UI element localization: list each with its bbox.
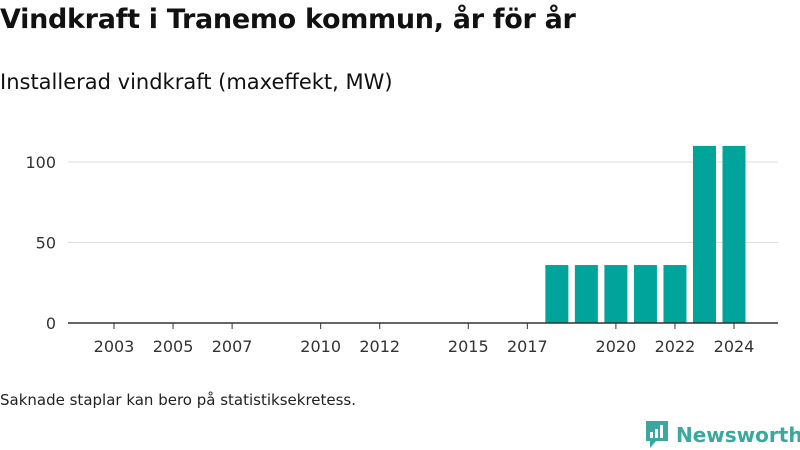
x-tick-label: 2015 [448,337,489,356]
bar-2018 [545,265,569,323]
x-tick-label: 2017 [507,337,548,356]
x-tick-label: 2007 [212,337,253,356]
bar-chart: 0 50 100 2003 2005 2007 2010 2012 2015 2017 2020 20… [25,145,778,356]
x-tick-label: 2012 [359,337,400,356]
x-tick-label: 2003 [94,337,135,356]
bar-2020 [604,265,628,323]
brand-name: Newsworthy [676,423,800,447]
chart-subtitle: Installerad vindkraft (maxeffekt, MW) [0,70,393,94]
bar-2022 [663,265,687,323]
x-tick-label: 2022 [655,337,696,356]
bar-2021 [633,265,657,323]
axes: 0 50 100 2003 2005 2007 2010 2012 2015 2017 2020 20… [25,153,778,356]
bar-2024 [722,145,746,323]
y-tick-label: 0 [46,314,56,333]
bar-chart-logo-icon [646,421,668,448]
chart-title: Vindkraft i Tranemo kommun, år för år [0,4,576,35]
bar-2023 [692,145,716,323]
gridlines [68,161,778,243]
y-tick-label: 50 [36,234,56,253]
footnote: Saknade staplar kan bero på statistiksek… [0,391,357,409]
x-tick-label: 2020 [596,337,637,356]
y-tick-label: 100 [25,153,56,172]
x-tick-label: 2005 [153,337,194,356]
x-tick-label: 2024 [714,337,755,356]
bars [545,145,746,323]
x-tick-label: 2010 [300,337,341,356]
brand-logo: Newsworthy [644,420,800,450]
bar-2019 [574,265,598,323]
